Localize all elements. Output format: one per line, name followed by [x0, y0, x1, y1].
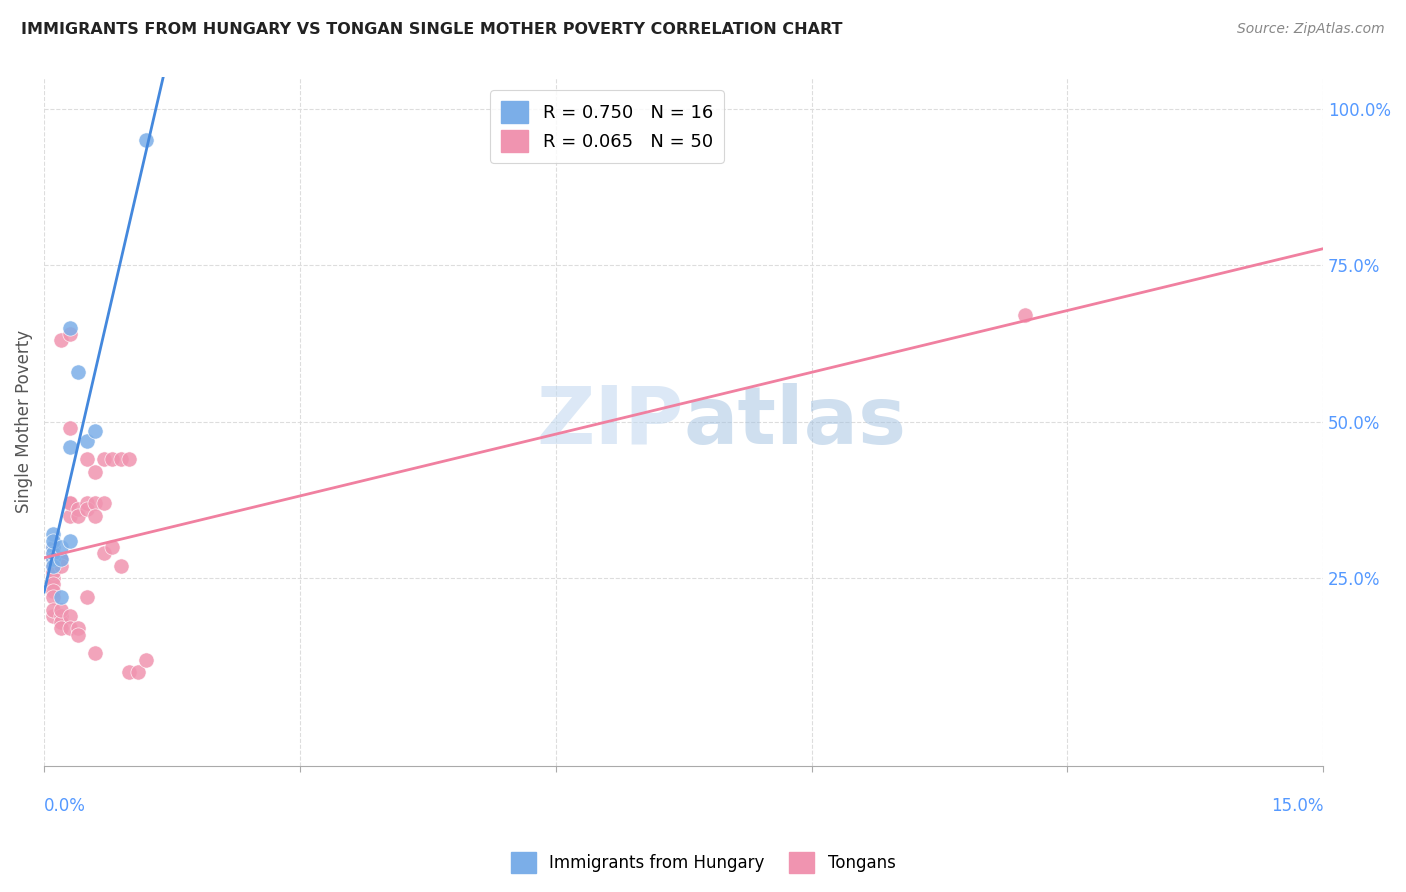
Legend: Immigrants from Hungary, Tongans: Immigrants from Hungary, Tongans — [503, 846, 903, 880]
Point — [93, 496, 115, 510]
Point — [93, 452, 115, 467]
Point — [127, 665, 149, 679]
Text: ZIP: ZIP — [536, 383, 683, 461]
Point — [59, 496, 82, 510]
Point — [59, 496, 82, 510]
Text: atlas: atlas — [683, 383, 907, 461]
Point — [41, 546, 63, 560]
Point — [84, 508, 107, 523]
Point — [84, 465, 107, 479]
Point — [135, 133, 157, 147]
Point — [41, 590, 63, 604]
Point — [51, 615, 73, 629]
Point — [41, 583, 63, 598]
Point — [67, 365, 90, 379]
Point — [41, 552, 63, 566]
Point — [51, 602, 73, 616]
Point — [76, 590, 98, 604]
Point — [110, 558, 132, 573]
Point — [41, 577, 63, 591]
Point — [84, 424, 107, 438]
Point — [41, 533, 63, 548]
Point — [51, 540, 73, 554]
Point — [51, 552, 73, 566]
Point — [41, 552, 63, 566]
Point — [41, 602, 63, 616]
Text: IMMIGRANTS FROM HUNGARY VS TONGAN SINGLE MOTHER POVERTY CORRELATION CHART: IMMIGRANTS FROM HUNGARY VS TONGAN SINGLE… — [21, 22, 842, 37]
Point — [59, 621, 82, 635]
Point — [101, 452, 124, 467]
Point — [118, 665, 141, 679]
Point — [41, 540, 63, 554]
Point — [59, 533, 82, 548]
Point — [93, 546, 115, 560]
Text: Source: ZipAtlas.com: Source: ZipAtlas.com — [1237, 22, 1385, 37]
Text: 15.0%: 15.0% — [1271, 797, 1323, 814]
Point — [101, 540, 124, 554]
Point — [1014, 308, 1036, 322]
Point — [51, 590, 73, 604]
Point — [59, 608, 82, 623]
Point — [41, 540, 63, 554]
Point — [67, 502, 90, 516]
Legend: R = 0.750   N = 16, R = 0.065   N = 50: R = 0.750 N = 16, R = 0.065 N = 50 — [491, 90, 724, 163]
Point — [110, 452, 132, 467]
Point — [51, 558, 73, 573]
Point — [41, 608, 63, 623]
Point — [76, 496, 98, 510]
Point — [51, 621, 73, 635]
Point — [41, 558, 63, 573]
Point — [135, 652, 157, 666]
Y-axis label: Single Mother Poverty: Single Mother Poverty — [15, 330, 32, 513]
Point — [41, 565, 63, 579]
Point — [59, 421, 82, 435]
Point — [51, 552, 73, 566]
Point — [76, 434, 98, 448]
Point — [41, 546, 63, 560]
Point — [84, 496, 107, 510]
Point — [51, 552, 73, 566]
Point — [41, 558, 63, 573]
Point — [41, 527, 63, 541]
Point — [76, 452, 98, 467]
Point — [67, 508, 90, 523]
Point — [76, 502, 98, 516]
Point — [118, 452, 141, 467]
Point — [67, 621, 90, 635]
Point — [59, 327, 82, 342]
Text: 0.0%: 0.0% — [44, 797, 86, 814]
Point — [59, 321, 82, 335]
Point — [59, 508, 82, 523]
Point — [41, 571, 63, 585]
Point — [67, 627, 90, 641]
Point — [84, 646, 107, 660]
Point — [59, 440, 82, 454]
Point — [51, 608, 73, 623]
Point — [51, 334, 73, 348]
